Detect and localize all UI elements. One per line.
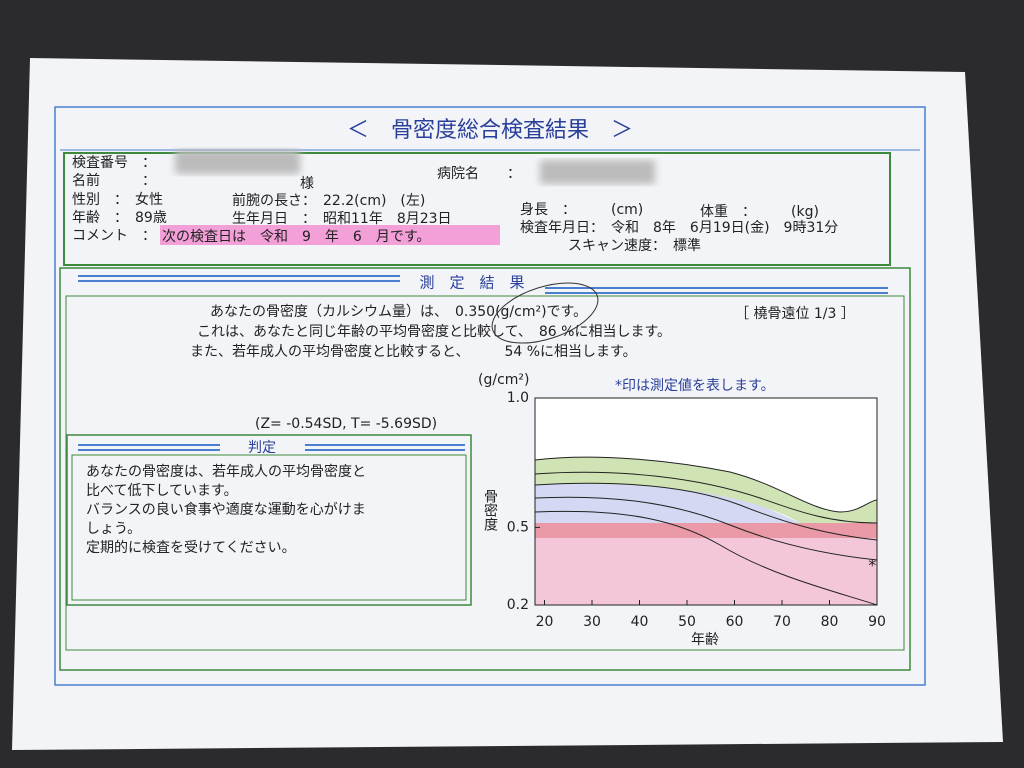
field: 検査年月日： 令和 8年 6月19日(金) 9時31分 bbox=[520, 220, 838, 236]
measurement-marker: * bbox=[868, 556, 876, 575]
header-rules bbox=[78, 275, 888, 451]
x-tick-label: 80 bbox=[821, 614, 839, 630]
x-tick-label: 70 bbox=[773, 614, 791, 630]
title: ＜ 骨密度総合検査結果 ＞ bbox=[347, 118, 633, 143]
x-tick-label: 40 bbox=[631, 614, 649, 630]
judgement-inner bbox=[71, 454, 467, 601]
scores: (Z= -0.54SD, T= -5.69SD) bbox=[255, 416, 437, 432]
x-tick-label: 20 bbox=[536, 614, 554, 630]
field: 性別 ： 女性 bbox=[72, 191, 163, 208]
judgement-line: 定期的に検査を受けてください。 bbox=[86, 540, 296, 556]
field: スキャン速度： 標準 bbox=[568, 238, 701, 254]
field: 生年月日 ： 昭和11年 8月23日 bbox=[232, 211, 452, 227]
field: 検査番号 ： bbox=[72, 155, 156, 171]
x-tick-label: 90 bbox=[868, 614, 886, 630]
field: 体重 ： (kg) bbox=[700, 204, 819, 220]
unit: (g/cm²) bbox=[478, 372, 529, 388]
judgement-header: 判定 bbox=[248, 440, 276, 456]
field: 身長 ： (cm) bbox=[520, 202, 643, 218]
field: コメント ： bbox=[72, 228, 156, 244]
judgement-line: あなたの骨密度は、若年成人の平均骨密度と bbox=[86, 463, 366, 480]
pen-circle bbox=[491, 282, 599, 344]
field: 名前 ： bbox=[72, 172, 156, 189]
results-box bbox=[59, 267, 911, 671]
field: 様 bbox=[300, 176, 314, 192]
field: 病院名 ： bbox=[437, 166, 521, 182]
result-site: ［ 橈骨遠位 1/3 ］ bbox=[735, 306, 855, 322]
result-line: また、若年成人の平均骨密度と比較すると、 54 %に相当します。 bbox=[190, 343, 637, 360]
field: 年齢 ： 89歳 bbox=[72, 210, 167, 226]
x-tick-label: 50 bbox=[678, 614, 696, 630]
x-tick-label: 60 bbox=[726, 614, 744, 630]
blur bbox=[540, 160, 655, 184]
x-label: 年齢 bbox=[691, 632, 719, 648]
reference-bands bbox=[534, 397, 878, 606]
field: 前腕の長さ： 22.2(cm) (左) bbox=[232, 192, 425, 209]
result-line: あなたの骨密度（カルシウム量）は、 0.350(g/cm²)です。 bbox=[210, 303, 587, 320]
judgement-line: バランスの良い食事や適度な運動を心がけま bbox=[86, 501, 366, 518]
result-line: これは、あなたと同じ年齢の平均骨密度と比較して、 86 %に相当します。 bbox=[197, 323, 671, 340]
results-header: 測 定 結 果 bbox=[419, 274, 524, 292]
y-label: 骨密度 bbox=[482, 489, 498, 531]
x-tick-label: 30 bbox=[583, 614, 601, 630]
results-inner bbox=[65, 295, 905, 651]
comment: 次の検査日は 令和 9 年 6 月です。 bbox=[162, 229, 430, 245]
judgement-line: しょう。 bbox=[86, 521, 141, 537]
y-tick-label: 0.5 bbox=[507, 519, 529, 535]
patient-box bbox=[63, 152, 891, 266]
highlight bbox=[160, 225, 500, 245]
outer-frame bbox=[54, 106, 926, 686]
y-tick-label: 1.0 bbox=[507, 390, 529, 406]
judgement-text: あなたの骨密度は、若年成人の平均骨密度と比べて低下しています。バランスの良い食事… bbox=[86, 463, 366, 556]
judgement-line: 比べて低下しています。 bbox=[86, 483, 238, 499]
graph-note: *印は測定値を表します。 bbox=[615, 378, 775, 394]
judgement-box bbox=[66, 434, 472, 606]
blur bbox=[175, 150, 300, 174]
y-tick-label: 0.2 bbox=[507, 597, 529, 613]
